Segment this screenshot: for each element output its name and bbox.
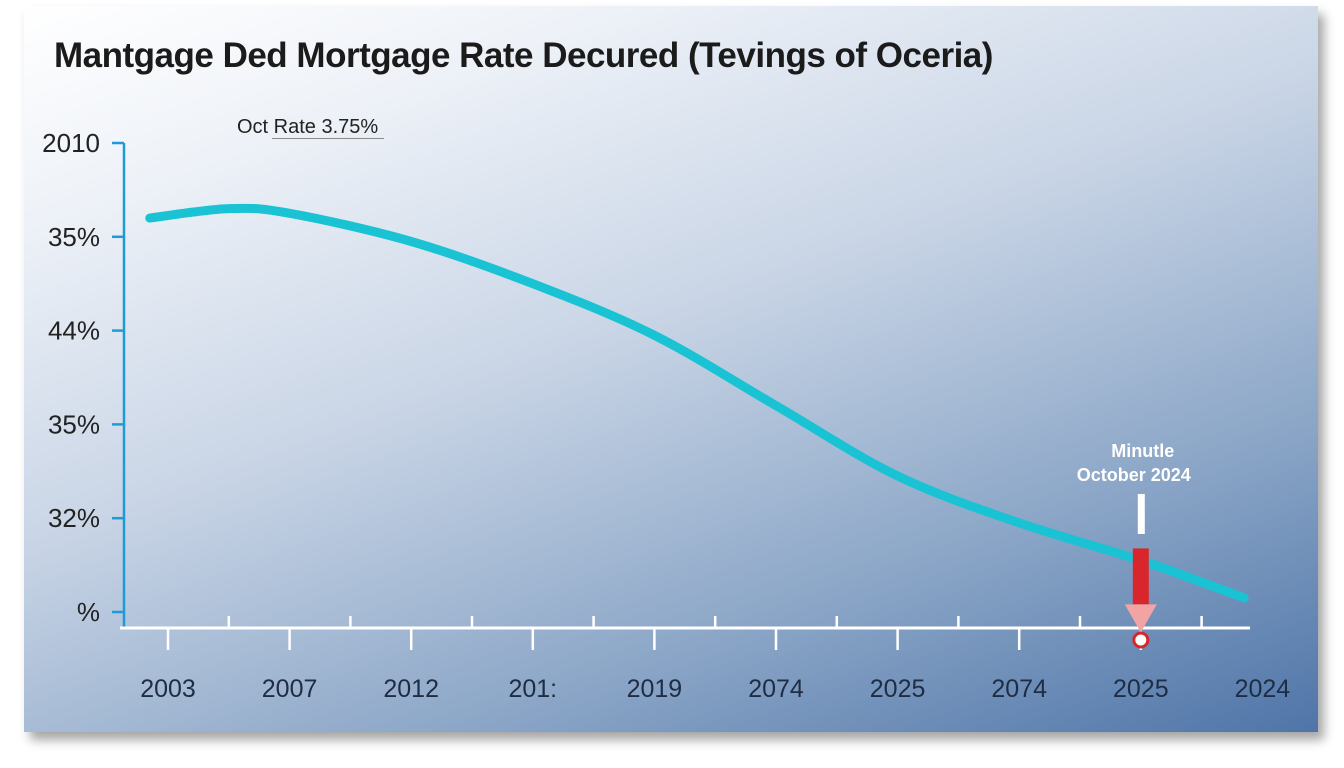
y-tick-label: 44% (48, 316, 100, 346)
y-tick-label: % (77, 597, 100, 627)
x-tick-label: 2074 (748, 675, 804, 703)
x-axis-ticks: 2003 2007 2012 201: 2019 2074 2025 2074 2025 2024 (140, 616, 1290, 703)
y-tick-label: 35% (48, 222, 100, 252)
x-tick-label: 2019 (627, 675, 683, 703)
y-tick-label: 32% (48, 503, 100, 533)
rate-note-text: Oct Rate 3.75% (237, 116, 379, 138)
y-tick-label: 35% (48, 409, 100, 439)
x-tick-label: 201: (508, 675, 557, 703)
annotation-arrow-head (1124, 604, 1157, 633)
x-tick-label: 2025 (870, 675, 926, 703)
annotation-pointer-stem (1137, 494, 1145, 534)
annotation-marker-bar (1132, 548, 1149, 605)
series-line (145, 203, 1249, 603)
chart-title: Mantgage Ded Mortgage Rate Decured (Tevi… (54, 36, 993, 75)
x-tick-label: 2025 (1113, 675, 1169, 703)
rate-note: Oct Rate 3.75% (237, 116, 384, 139)
annotation-group: Minutle October 2024 (1077, 441, 1191, 649)
x-tick-label: 2007 (262, 675, 318, 703)
series-group (145, 203, 1249, 603)
axes (120, 143, 1250, 630)
x-tick-label: 2024 (1235, 675, 1291, 703)
annotation-line1: Minutle (1111, 441, 1174, 461)
chart-card (24, 6, 1318, 732)
x-tick-label: 2003 (140, 675, 196, 703)
annotation-line2: October 2024 (1077, 465, 1191, 485)
rate-note-underline (271, 138, 384, 139)
x-tick-label: 2012 (383, 675, 439, 703)
annotation-point-marker (1132, 631, 1150, 649)
x-tick-label: 2074 (991, 675, 1047, 703)
y-axis-ticks: 2010 35% 44% 35% 32%% (42, 128, 124, 627)
y-tick-label: 2010 (42, 128, 100, 158)
